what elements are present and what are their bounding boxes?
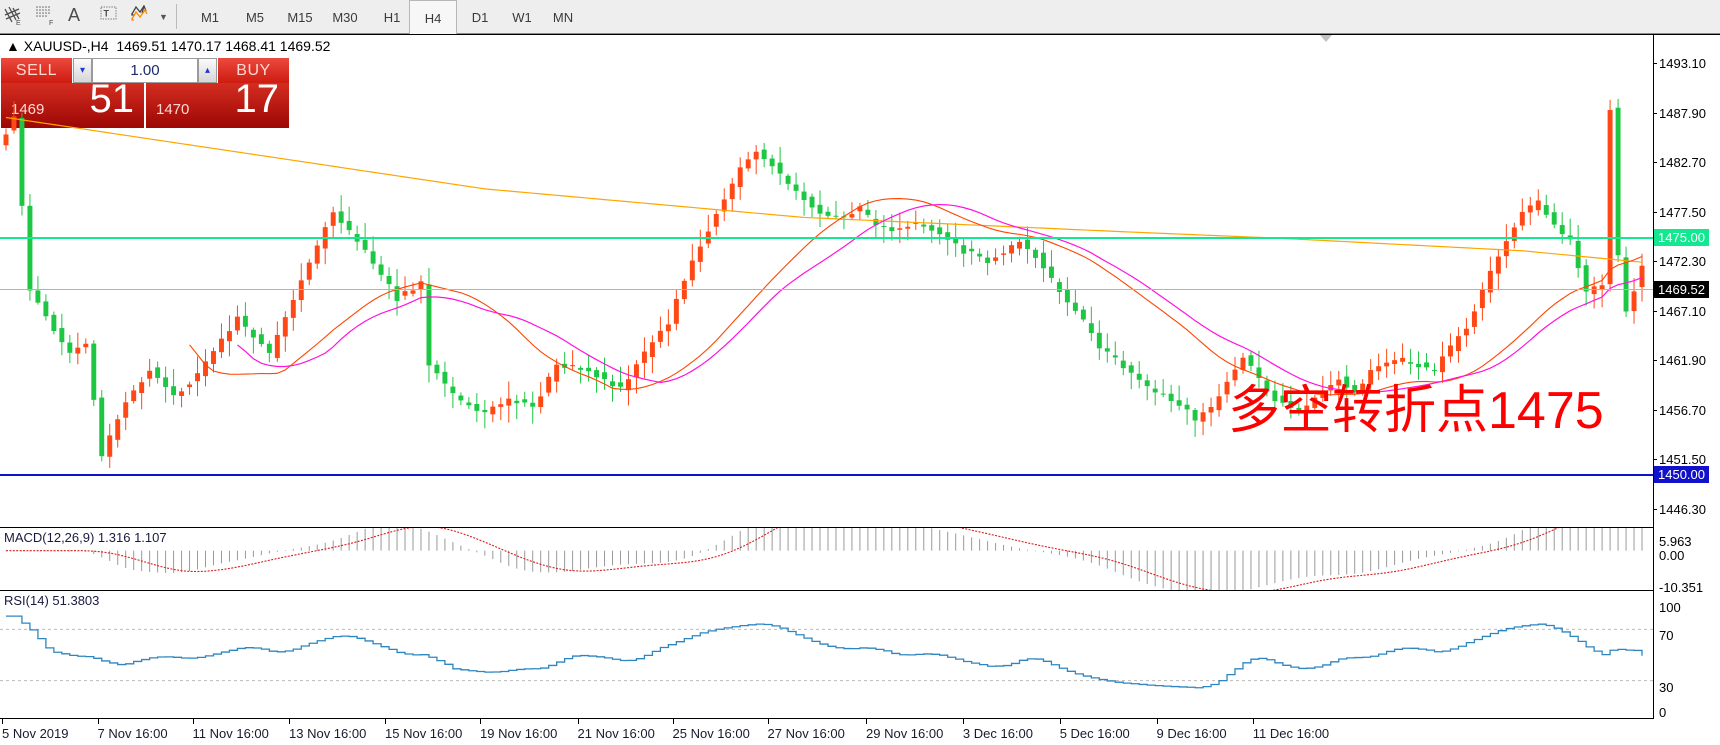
svg-text:F: F — [49, 20, 53, 26]
svg-text:T: T — [104, 9, 110, 19]
svg-text:E: E — [16, 20, 21, 26]
